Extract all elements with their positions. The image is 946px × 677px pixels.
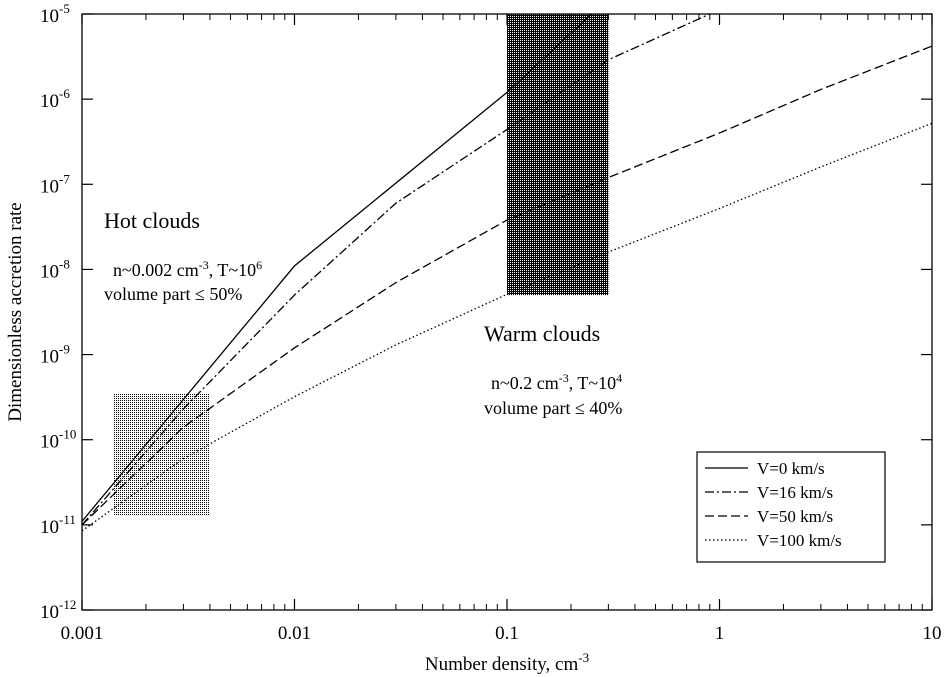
hot-clouds-region [113,393,210,516]
hot-clouds-volume: volume part ≤ 50% [104,284,242,304]
warm-clouds-conditions: n~0.2 cm-3, T~104 [491,371,622,393]
series-v-16-km-s [82,14,711,526]
y-tick-label: 10-7 [40,171,70,197]
legend-label-v-16-km-s: V=16 km/s [757,483,833,502]
warm-clouds-title: Warm clouds [484,321,600,346]
y-tick-label: 10-9 [40,342,70,368]
y-tick-label: 10-10 [40,427,76,453]
y-axis-label: Dimensionless accretion rate [5,202,26,421]
hot-clouds-title: Hot clouds [104,208,200,233]
axis-ticks [81,13,933,611]
legend: V=0 km/s V=16 km/s V=50 km/s V=100 km/s [696,451,886,563]
shaded-regions [113,14,609,516]
series-v-0-km-s [82,14,593,522]
y-tick-label: 10-6 [40,86,70,112]
x-tick-label: 0.1 [495,623,519,644]
y-tick-label: 10-5 [40,1,70,27]
y-tick-label: 10-12 [40,597,76,623]
legend-box [696,451,886,563]
tick-labels: 0.001 0.01 0.1 1 10 10-12 10-11 10-10 10-9 10-8 10… [40,1,942,644]
y-tick-label: 10-8 [40,256,70,282]
warm-clouds-volume: volume part ≤ 40% [484,398,622,418]
legend-label-v-50-km-s: V=50 km/s [757,507,833,526]
x-axis-label: Number density, cm-3 [425,650,589,675]
warm-clouds-region [507,14,609,296]
legend-label-v-100-km-s: V=100 km/s [757,531,842,550]
x-tick-label: 10 [923,623,942,644]
legend-label-v-0-km-s: V=0 km/s [757,459,825,478]
x-tick-label: 0.001 [61,623,104,644]
hot-clouds-conditions: n~0.002 cm-3, T~106 [113,258,262,280]
series-v-50-km-s [82,45,932,526]
x-tick-label: 0.01 [278,623,311,644]
x-tick-label: 1 [715,623,725,644]
y-tick-label: 10-11 [40,512,76,538]
series-lines [82,14,932,532]
